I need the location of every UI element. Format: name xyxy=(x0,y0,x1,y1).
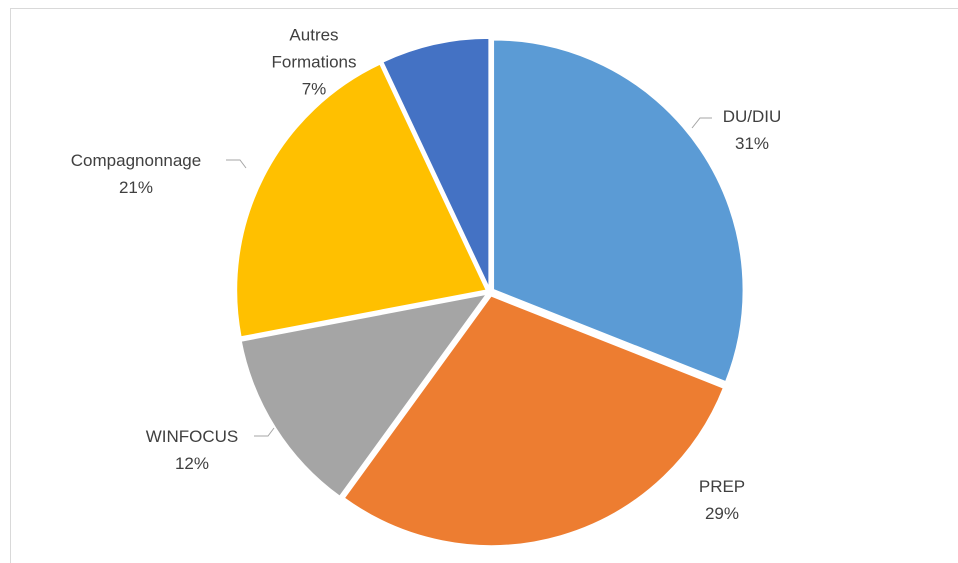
leader-line xyxy=(254,427,275,437)
chart-frame xyxy=(10,8,958,563)
data-label: DU/DIU 31% xyxy=(723,103,782,157)
pie-slice xyxy=(492,39,745,383)
data-label: WINFOCUS 12% xyxy=(146,423,239,477)
category-label: Autres Formations xyxy=(271,25,357,72)
category-label: DU/DIU xyxy=(722,107,782,126)
leader-lines xyxy=(226,117,712,437)
percent-label: 12% xyxy=(174,454,210,473)
data-label: Autres Formations 7% xyxy=(264,22,364,103)
category-label: Compagnonnage xyxy=(70,151,202,170)
leader-line xyxy=(691,117,712,129)
percent-label: 7% xyxy=(301,79,327,99)
percent-label: 29% xyxy=(704,504,740,523)
percent-label: 21% xyxy=(118,178,154,197)
pie-slice xyxy=(240,293,489,498)
leader-line xyxy=(226,159,247,169)
category-label: WINFOCUS xyxy=(145,427,239,446)
data-label: PREP 29% xyxy=(699,473,745,527)
pie-slice xyxy=(343,294,725,547)
pie-slice xyxy=(381,37,490,289)
percent-label: 31% xyxy=(734,134,770,153)
category-label: PREP xyxy=(698,477,746,496)
pie-slice xyxy=(235,62,488,338)
data-label: Compagnonnage 21% xyxy=(71,147,201,201)
